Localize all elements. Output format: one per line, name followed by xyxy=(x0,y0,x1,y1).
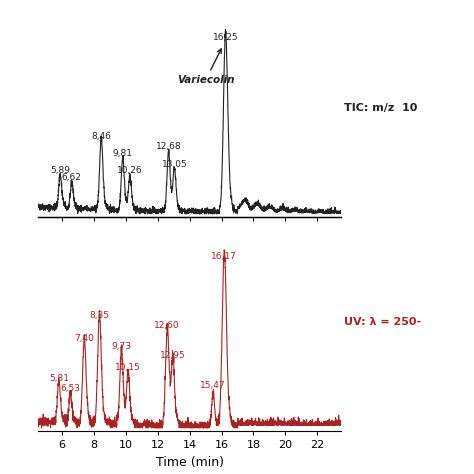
Text: 16,17: 16,17 xyxy=(211,252,237,261)
Text: UV: λ = 250-: UV: λ = 250- xyxy=(344,317,421,328)
Text: 8,46: 8,46 xyxy=(91,132,111,141)
Text: 8,35: 8,35 xyxy=(90,311,109,320)
Text: 10,15: 10,15 xyxy=(115,363,141,372)
Text: 10,26: 10,26 xyxy=(117,166,143,175)
Text: 6,53: 6,53 xyxy=(60,384,80,393)
Text: 12,60: 12,60 xyxy=(155,321,180,330)
Text: Time (min): Time (min) xyxy=(155,456,224,469)
Text: 13,05: 13,05 xyxy=(162,160,187,169)
Text: 5,81: 5,81 xyxy=(49,374,69,383)
Text: 7,40: 7,40 xyxy=(74,334,94,343)
Text: 9,73: 9,73 xyxy=(111,342,131,351)
Text: 5,89: 5,89 xyxy=(50,166,70,175)
Text: 12,95: 12,95 xyxy=(160,351,186,360)
Text: 9,81: 9,81 xyxy=(113,149,133,158)
Text: 12,68: 12,68 xyxy=(156,142,182,151)
Text: Variecolin: Variecolin xyxy=(177,49,234,85)
Text: 6,62: 6,62 xyxy=(62,173,82,182)
Text: 16,25: 16,25 xyxy=(213,33,238,42)
Text: 15,47: 15,47 xyxy=(200,381,226,390)
Text: TIC: m/z  10: TIC: m/z 10 xyxy=(344,103,418,113)
